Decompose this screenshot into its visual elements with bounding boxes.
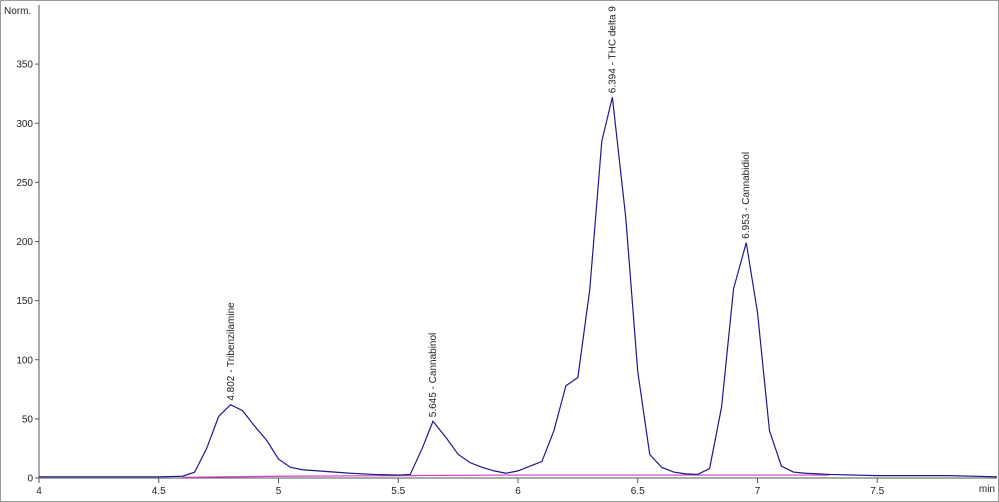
x-tick-label: 5.5 [391,486,405,497]
peak-label: 6.394 - THC delta 9 [607,6,618,94]
peak-label: 5.645 - Cannabinol [428,333,439,418]
data-line [39,97,998,478]
y-tick-label: 250 [16,178,33,189]
y-axis-label: Norm. [4,6,31,17]
x-tick-label: 7 [755,486,761,497]
y-tick-label: 200 [16,237,33,248]
x-axis-label: min [979,484,995,495]
x-tick-label: 6 [515,486,521,497]
x-tick-label: 4.5 [152,486,166,497]
peak-label: 6.953 - Cannabidiol [741,152,752,239]
x-tick-label: 7.5 [870,486,884,497]
y-tick-label: 300 [16,119,33,130]
data-line [182,474,830,479]
y-tick-label: 50 [22,414,34,425]
x-tick-label: 5 [276,486,282,497]
y-tick-label: 350 [16,60,33,71]
y-tick-label: 100 [16,355,33,366]
y-tick-label: 0 [27,474,33,485]
x-tick-label: 4 [36,486,42,497]
y-tick-label: 150 [16,296,33,307]
x-tick-label: 6.5 [631,486,645,497]
peak-label: 4.802 - Tribenzilamine [226,302,237,401]
